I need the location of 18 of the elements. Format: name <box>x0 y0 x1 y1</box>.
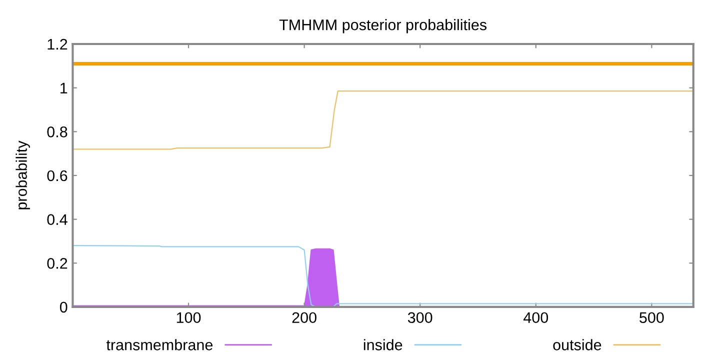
chart-title: TMHMM posterior probabilities <box>279 19 486 34</box>
legend-label: outside <box>553 339 602 350</box>
y-tick-label: 1.2 <box>48 38 68 50</box>
x-tick-label: 200 <box>292 312 316 324</box>
y-tick-label: 0.2 <box>47 258 68 269</box>
y-tick-label: 0.8 <box>47 126 68 138</box>
y-axis-title: probability <box>16 140 30 210</box>
y-tick-label: 0.4 <box>47 214 68 225</box>
x-tick-label: 400 <box>523 312 548 324</box>
x-tick-label: 500 <box>640 312 664 324</box>
x-tick-label: 100 <box>176 312 201 324</box>
legend-label: inside <box>364 339 402 350</box>
y-tick-label: 0 <box>60 302 68 313</box>
line-series <box>73 90 694 150</box>
legend-label: transmembrane <box>106 339 213 350</box>
y-tick-label: 1 <box>60 82 68 94</box>
x-tick-label: 300 <box>408 312 432 324</box>
y-tick-label: 0.6 <box>47 170 68 182</box>
